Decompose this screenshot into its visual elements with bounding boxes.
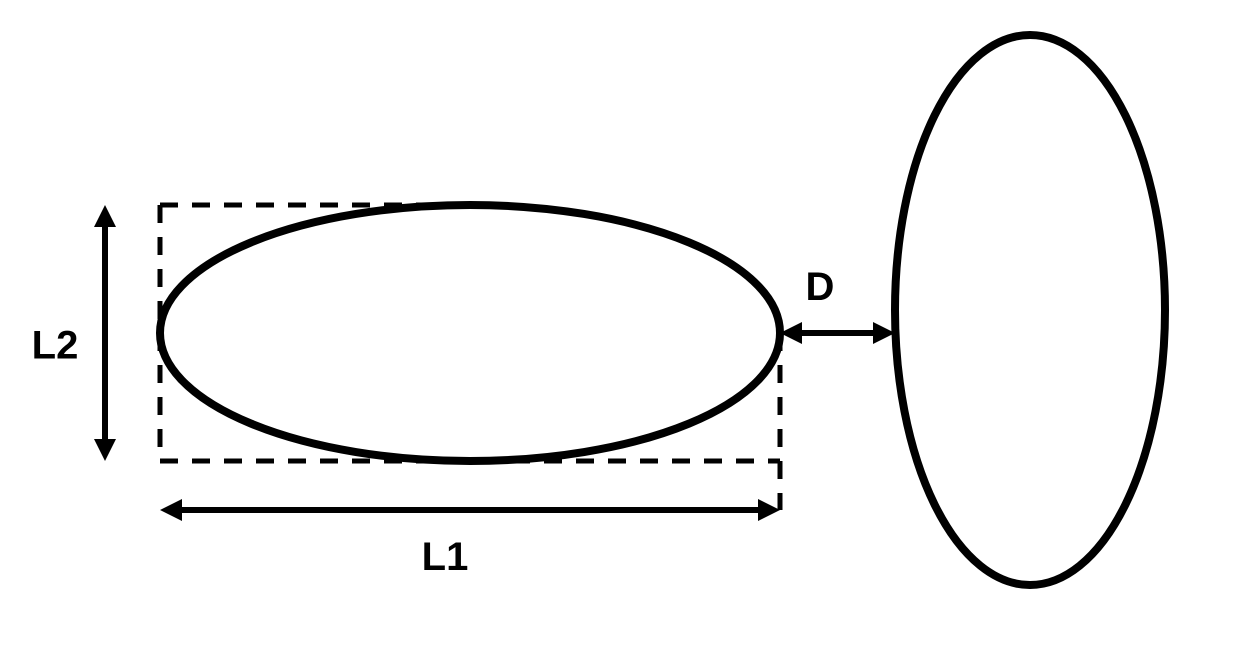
ellipse-horizontal [160,205,780,461]
arrowhead [160,499,182,521]
arrowhead [758,499,780,521]
ellipse-vertical [895,35,1165,585]
arrowhead [94,205,116,227]
arrowhead [94,439,116,461]
dim-D-label: D [806,265,835,309]
dim-L2-label: L2 [32,324,79,368]
dim-L1-label: L1 [422,535,469,579]
